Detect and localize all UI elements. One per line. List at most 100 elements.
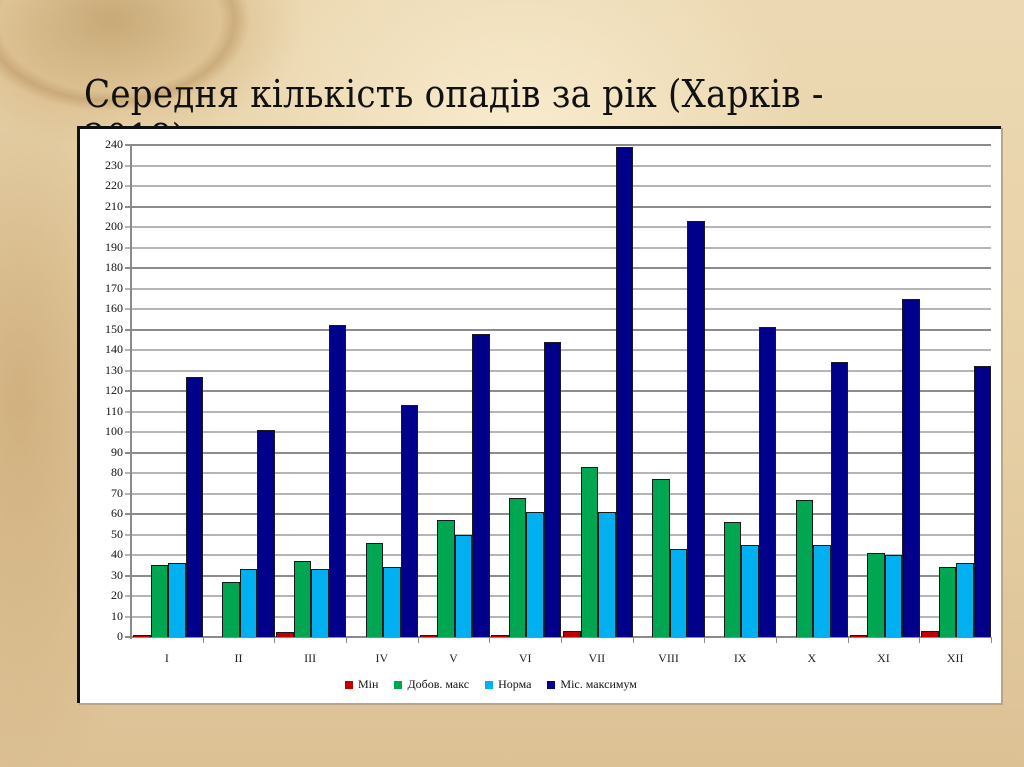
bar-min	[491, 634, 509, 637]
x-tick-label: IX	[733, 651, 747, 665]
chart-legend: Мін Добов. макс Норма Міс. максимум	[345, 677, 637, 692]
legend-label: Міс. максимум	[560, 677, 637, 691]
legend-item: Добов. макс	[394, 677, 469, 692]
gridline	[125, 226, 991, 228]
y-tick-label: 30	[111, 567, 123, 582]
x-tick-mark	[274, 637, 276, 643]
y-tick-label: 20	[111, 588, 123, 602]
gridline	[125, 246, 991, 249]
x-tick-mark	[202, 637, 204, 643]
y-tick-label: 70	[111, 485, 123, 500]
bar-daily-max	[150, 565, 168, 637]
legend-swatch-icon	[345, 680, 353, 689]
gridline	[125, 144, 991, 146]
bar-monthly-max	[185, 376, 203, 637]
y-tick-label: 140	[105, 342, 123, 356]
bar-monthly-max	[400, 405, 418, 637]
legend-swatch-icon	[485, 680, 494, 689]
bar-min	[563, 630, 581, 637]
bar-monthly-max	[543, 341, 562, 637]
gridline	[125, 267, 991, 269]
legend-item: Міс. максимум	[547, 677, 637, 692]
y-tick-label: 220	[105, 178, 123, 192]
y-tick-label: 80	[111, 465, 123, 479]
legend-item: Мін	[345, 677, 378, 692]
y-tick-label: 110	[105, 403, 123, 418]
bar-daily-max	[652, 479, 670, 637]
legend-swatch-icon	[394, 680, 403, 689]
bar-min	[849, 634, 868, 637]
bar-daily-max	[437, 520, 455, 637]
bar-norm	[454, 534, 473, 637]
bar-daily-max	[795, 499, 813, 637]
x-tick-label: XI	[877, 651, 890, 665]
y-tick-label: 200	[105, 219, 123, 233]
legend-item: Норма	[485, 677, 531, 692]
y-tick-label: 10	[111, 608, 123, 623]
legend-label: Норма	[498, 677, 532, 691]
x-tick-label: X	[807, 651, 817, 665]
y-tick-label: 50	[111, 526, 123, 541]
bar-norm	[741, 544, 759, 637]
bar-min	[921, 630, 939, 637]
bar-norm	[884, 555, 903, 637]
gridline	[125, 164, 991, 167]
bar-monthly-max	[615, 147, 633, 637]
bar-monthly-max	[687, 220, 705, 637]
bar-norm	[311, 569, 329, 637]
x-tick-mark	[561, 637, 562, 643]
bar-monthly-max	[973, 366, 992, 637]
gridline	[125, 308, 991, 310]
y-tick-label: 60	[111, 506, 123, 520]
x-tick-mark	[991, 637, 992, 643]
legend-label: Мін	[358, 677, 379, 691]
gridline	[125, 205, 991, 208]
y-tick-label: 180	[105, 260, 123, 274]
y-axis	[130, 145, 132, 639]
bar-daily-max	[293, 561, 312, 637]
gridline	[125, 185, 991, 187]
y-tick-label: 240	[105, 137, 123, 151]
x-tick-mark	[417, 637, 419, 643]
bar-monthly-max	[758, 327, 777, 637]
bar-min	[276, 631, 294, 637]
precipitation-chart: 0 10 20 30 40 50 60 70 80 90 100 110 120 130 140 150 160…	[77, 126, 1001, 703]
bar-monthly-max	[328, 325, 347, 637]
bar-norm	[383, 567, 401, 637]
bar-norm	[526, 511, 544, 637]
gridline	[125, 328, 991, 331]
x-tick-label: VI	[518, 651, 532, 665]
bar-daily-max	[508, 497, 527, 637]
bar-monthly-max	[472, 333, 490, 637]
y-tick-label: 150	[105, 321, 123, 336]
bar-daily-max	[365, 542, 383, 637]
y-tick-label: 90	[111, 444, 123, 459]
y-tick-label: 190	[105, 239, 123, 254]
y-tick-label: 0	[117, 629, 123, 643]
bar-norm	[813, 544, 831, 637]
bar-monthly-max	[830, 362, 848, 637]
bar-daily-max	[580, 466, 598, 637]
x-tick-label: VIII	[658, 651, 679, 665]
legend-swatch-icon	[547, 680, 556, 689]
x-tick-mark	[847, 637, 849, 643]
x-tick-mark	[489, 637, 491, 643]
bar-norm	[669, 548, 688, 637]
x-tick-label: XII	[946, 651, 964, 665]
x-tick-label: I	[164, 651, 169, 665]
bar-monthly-max	[902, 298, 920, 637]
x-tick-label: III	[304, 651, 317, 665]
bar-norm	[168, 563, 186, 637]
y-tick-label: 130	[105, 362, 123, 377]
bar-monthly-max	[257, 429, 275, 637]
bar-daily-max	[723, 522, 742, 637]
y-tick-label: 170	[105, 280, 123, 295]
bar-daily-max	[867, 552, 885, 637]
bar-norm	[956, 563, 974, 637]
x-tick-label: VII	[588, 651, 606, 665]
x-tick-mark	[919, 637, 921, 643]
bar-daily-max	[222, 581, 240, 637]
y-tick-label: 210	[105, 198, 123, 213]
y-tick-label: 40	[111, 547, 123, 561]
bar-daily-max	[938, 567, 957, 637]
